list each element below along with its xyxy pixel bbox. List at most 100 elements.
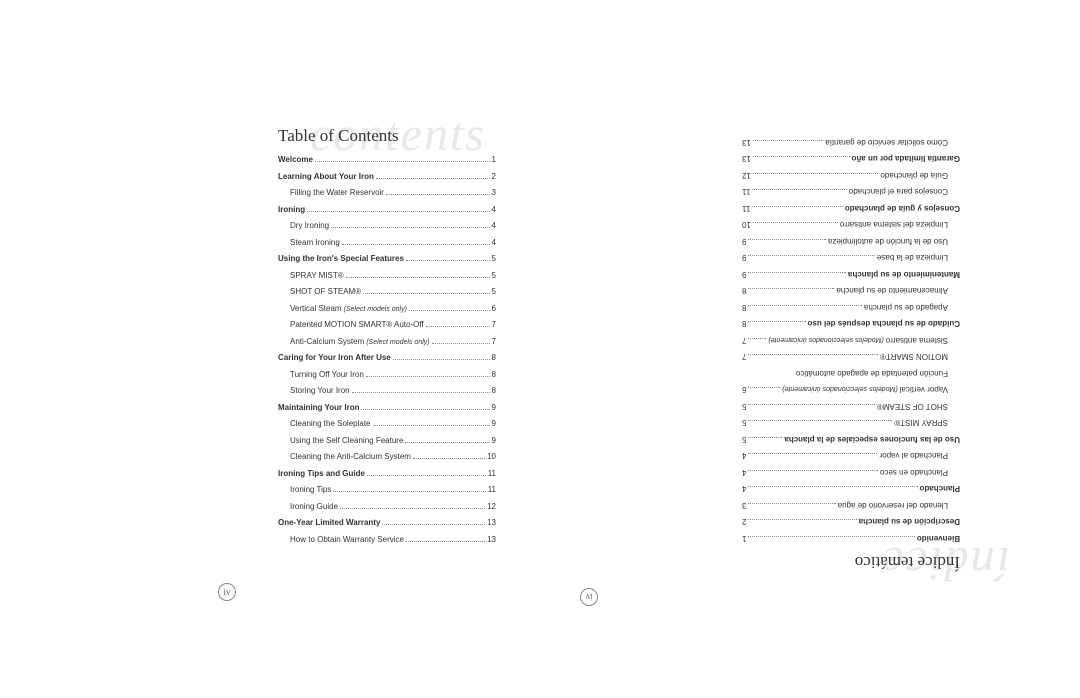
toc-entry-label: Función patentada de apagado automático — [796, 369, 960, 377]
toc-list-left: Welcome1Learning About Your Iron2Filling… — [278, 156, 496, 552]
toc-entry-page: 8 — [492, 387, 496, 395]
leader-dots — [406, 260, 490, 261]
toc-entry-page: 10 — [742, 221, 751, 229]
page-number: iv — [223, 587, 230, 597]
toc-row: Using the Iron's Special Features 5 — [278, 255, 496, 263]
toc-entry-page: 9 — [492, 404, 496, 412]
leader-dots — [753, 140, 823, 141]
toc-entry-page: 5 — [492, 272, 496, 280]
toc-entry-label: Limpieza de la base — [877, 254, 960, 262]
toc-row: Dry Ironing4 — [278, 222, 496, 230]
leader-dots — [752, 206, 843, 207]
toc-entry-page: 4 — [492, 239, 496, 247]
toc-entry-label: Anti-Calcium System (Select models only) — [278, 338, 430, 346]
toc-entry-label: Caring for Your Iron After Use — [278, 354, 391, 362]
toc-entry-page: 9 — [742, 254, 746, 262]
toc-entry-page: 11 — [742, 204, 750, 212]
toc-row: Caring for Your Iron After Use8 — [278, 354, 496, 362]
toc-entry-label: Uso de la función de autolimpieza — [828, 237, 960, 245]
toc-row: Ironing Tips and Guide11 — [278, 470, 496, 478]
toc-entry-page: 6 — [742, 386, 746, 394]
toc-entry-page: 8 — [492, 371, 496, 379]
toc-entry-page: 1 — [742, 534, 746, 542]
toc-entry-label: Limpieza del sistema antisarro — [840, 221, 960, 229]
leader-dots — [405, 442, 489, 443]
page-number-badge: iv — [218, 583, 236, 601]
toc-row: Sistema antisarro (Modelos seleccionados… — [742, 336, 960, 344]
toc-entry-label: Garantía limitada por un año — [852, 155, 960, 163]
toc-entry-page: 4 — [742, 452, 746, 460]
toc-entry-label: SPRAY MIST® — [278, 272, 344, 280]
toc-row: Cleaning the Anti-Calcium System10 — [278, 453, 496, 461]
toc-entry-label: Storing Your Iron — [278, 387, 350, 395]
toc-entry-label: Ironing Guide — [278, 503, 338, 511]
leader-dots — [352, 392, 490, 393]
leader-dots — [748, 487, 917, 488]
toc-entry-page: 8 — [742, 303, 746, 311]
leader-dots — [333, 491, 485, 492]
toc-row: Vertical Steam (Select models only)6 — [278, 305, 496, 313]
toc-row: SPRAY MIST® 5 — [278, 272, 496, 280]
toc-entry-label: Bienvenido — [917, 534, 960, 542]
toc-row: Learning About Your Iron2 — [278, 173, 496, 181]
leader-dots — [753, 173, 878, 174]
toc-entry-page: 7 — [742, 353, 746, 361]
toc-title: Table of Contents — [278, 126, 399, 146]
leader-dots — [307, 211, 489, 212]
toc-entry-page: 5 — [492, 255, 496, 263]
leader-dots — [748, 305, 861, 306]
leader-dots — [748, 536, 914, 537]
toc-entry-page: 1 — [492, 156, 496, 164]
page-number-badge: iv — [580, 588, 598, 606]
toc-row: SHOT OF STEAM® 5 — [742, 402, 960, 410]
toc-row: Almacenamiento de su plancha 8 — [742, 287, 960, 295]
toc-entry-label: Apagado de su plancha — [864, 303, 960, 311]
toc-row: Turning Off Your Iron8 — [278, 371, 496, 379]
toc-row: Ironing4 — [278, 206, 496, 214]
left-page: iv contents Table of Contents Welcome1Le… — [0, 0, 540, 698]
toc-entry-note: (Modelos seleccionados únicamente) — [782, 386, 900, 393]
toc-row: SHOT OF STEAM®5 — [278, 288, 496, 296]
toc-entry-label: Cleaning the Soleplate — [278, 420, 371, 428]
toc-entry-label: Planchado al vapor — [880, 452, 961, 460]
toc-entry-page: 13 — [742, 138, 751, 146]
leader-dots — [382, 524, 485, 525]
toc-row: Guía de planchado12 — [742, 171, 960, 179]
toc-row: Descripción de su plancha2 — [742, 518, 960, 526]
leader-dots — [409, 310, 490, 311]
toc-row: SPRAY MIST®5 — [742, 419, 960, 427]
leader-dots — [748, 272, 846, 273]
toc-entry-label: Vapor vertical (Modelos seleccionados ún… — [782, 386, 960, 394]
toc-row: Limpieza del sistema antisarro 10 — [742, 221, 960, 229]
toc-entry-page: 13 — [487, 519, 496, 527]
toc-row: Bienvenido 1 — [742, 534, 960, 542]
toc-entry-label: Ironing Tips — [278, 486, 331, 494]
leader-dots — [331, 227, 489, 228]
toc-entry-page: 5 — [742, 402, 746, 410]
leader-dots — [406, 541, 485, 542]
leader-dots — [753, 157, 850, 158]
leader-dots — [413, 458, 485, 459]
toc-entry-page: 8 — [742, 287, 746, 295]
toc-entry-label: Sistema antisarro (Modelos seleccionados… — [768, 336, 960, 344]
toc-entry-page: 10 — [487, 453, 496, 461]
leader-dots — [748, 454, 877, 455]
toc-row: Planchado en seco4 — [742, 468, 960, 476]
toc-entry-note: (Select models only) — [342, 306, 407, 313]
leader-dots — [748, 404, 874, 405]
toc-entry-page: 5 — [742, 419, 746, 427]
toc-row: Llenado del reservorio de agua3 — [742, 501, 960, 509]
toc-entry-label: Using the Iron's Special Features — [278, 255, 404, 263]
toc-entry-label: Vertical Steam (Select models only) — [278, 305, 407, 313]
toc-row: Vapor vertical (Modelos seleccionados ún… — [742, 386, 960, 394]
leader-dots — [373, 425, 490, 426]
toc-entry-label: SHOT OF STEAM® — [877, 402, 960, 410]
toc-entry-page: 9 — [492, 420, 496, 428]
leader-dots — [393, 359, 490, 360]
leader-dots — [315, 161, 490, 162]
leader-dots — [367, 475, 486, 476]
toc-entry-label: Planchado — [920, 485, 960, 493]
toc-entry-note: (Modelos seleccionados únicamente) — [768, 336, 886, 343]
toc-title: Índice temático — [855, 552, 960, 572]
toc-entry-label: Almacenamiento de su plancha — [836, 287, 960, 295]
